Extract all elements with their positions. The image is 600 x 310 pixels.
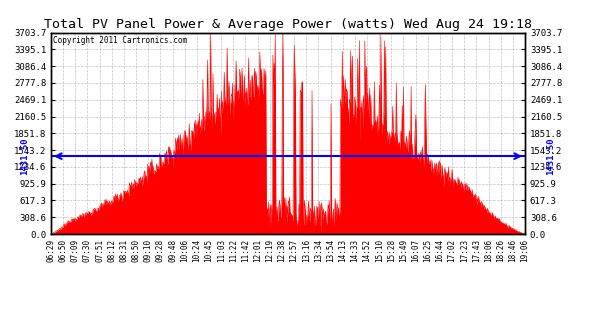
Text: Copyright 2011 Cartronics.com: Copyright 2011 Cartronics.com <box>53 36 187 45</box>
Text: 1431.50: 1431.50 <box>547 137 556 175</box>
Text: 1431.50: 1431.50 <box>20 137 29 175</box>
Title: Total PV Panel Power & Average Power (watts) Wed Aug 24 19:18: Total PV Panel Power & Average Power (wa… <box>44 18 532 31</box>
